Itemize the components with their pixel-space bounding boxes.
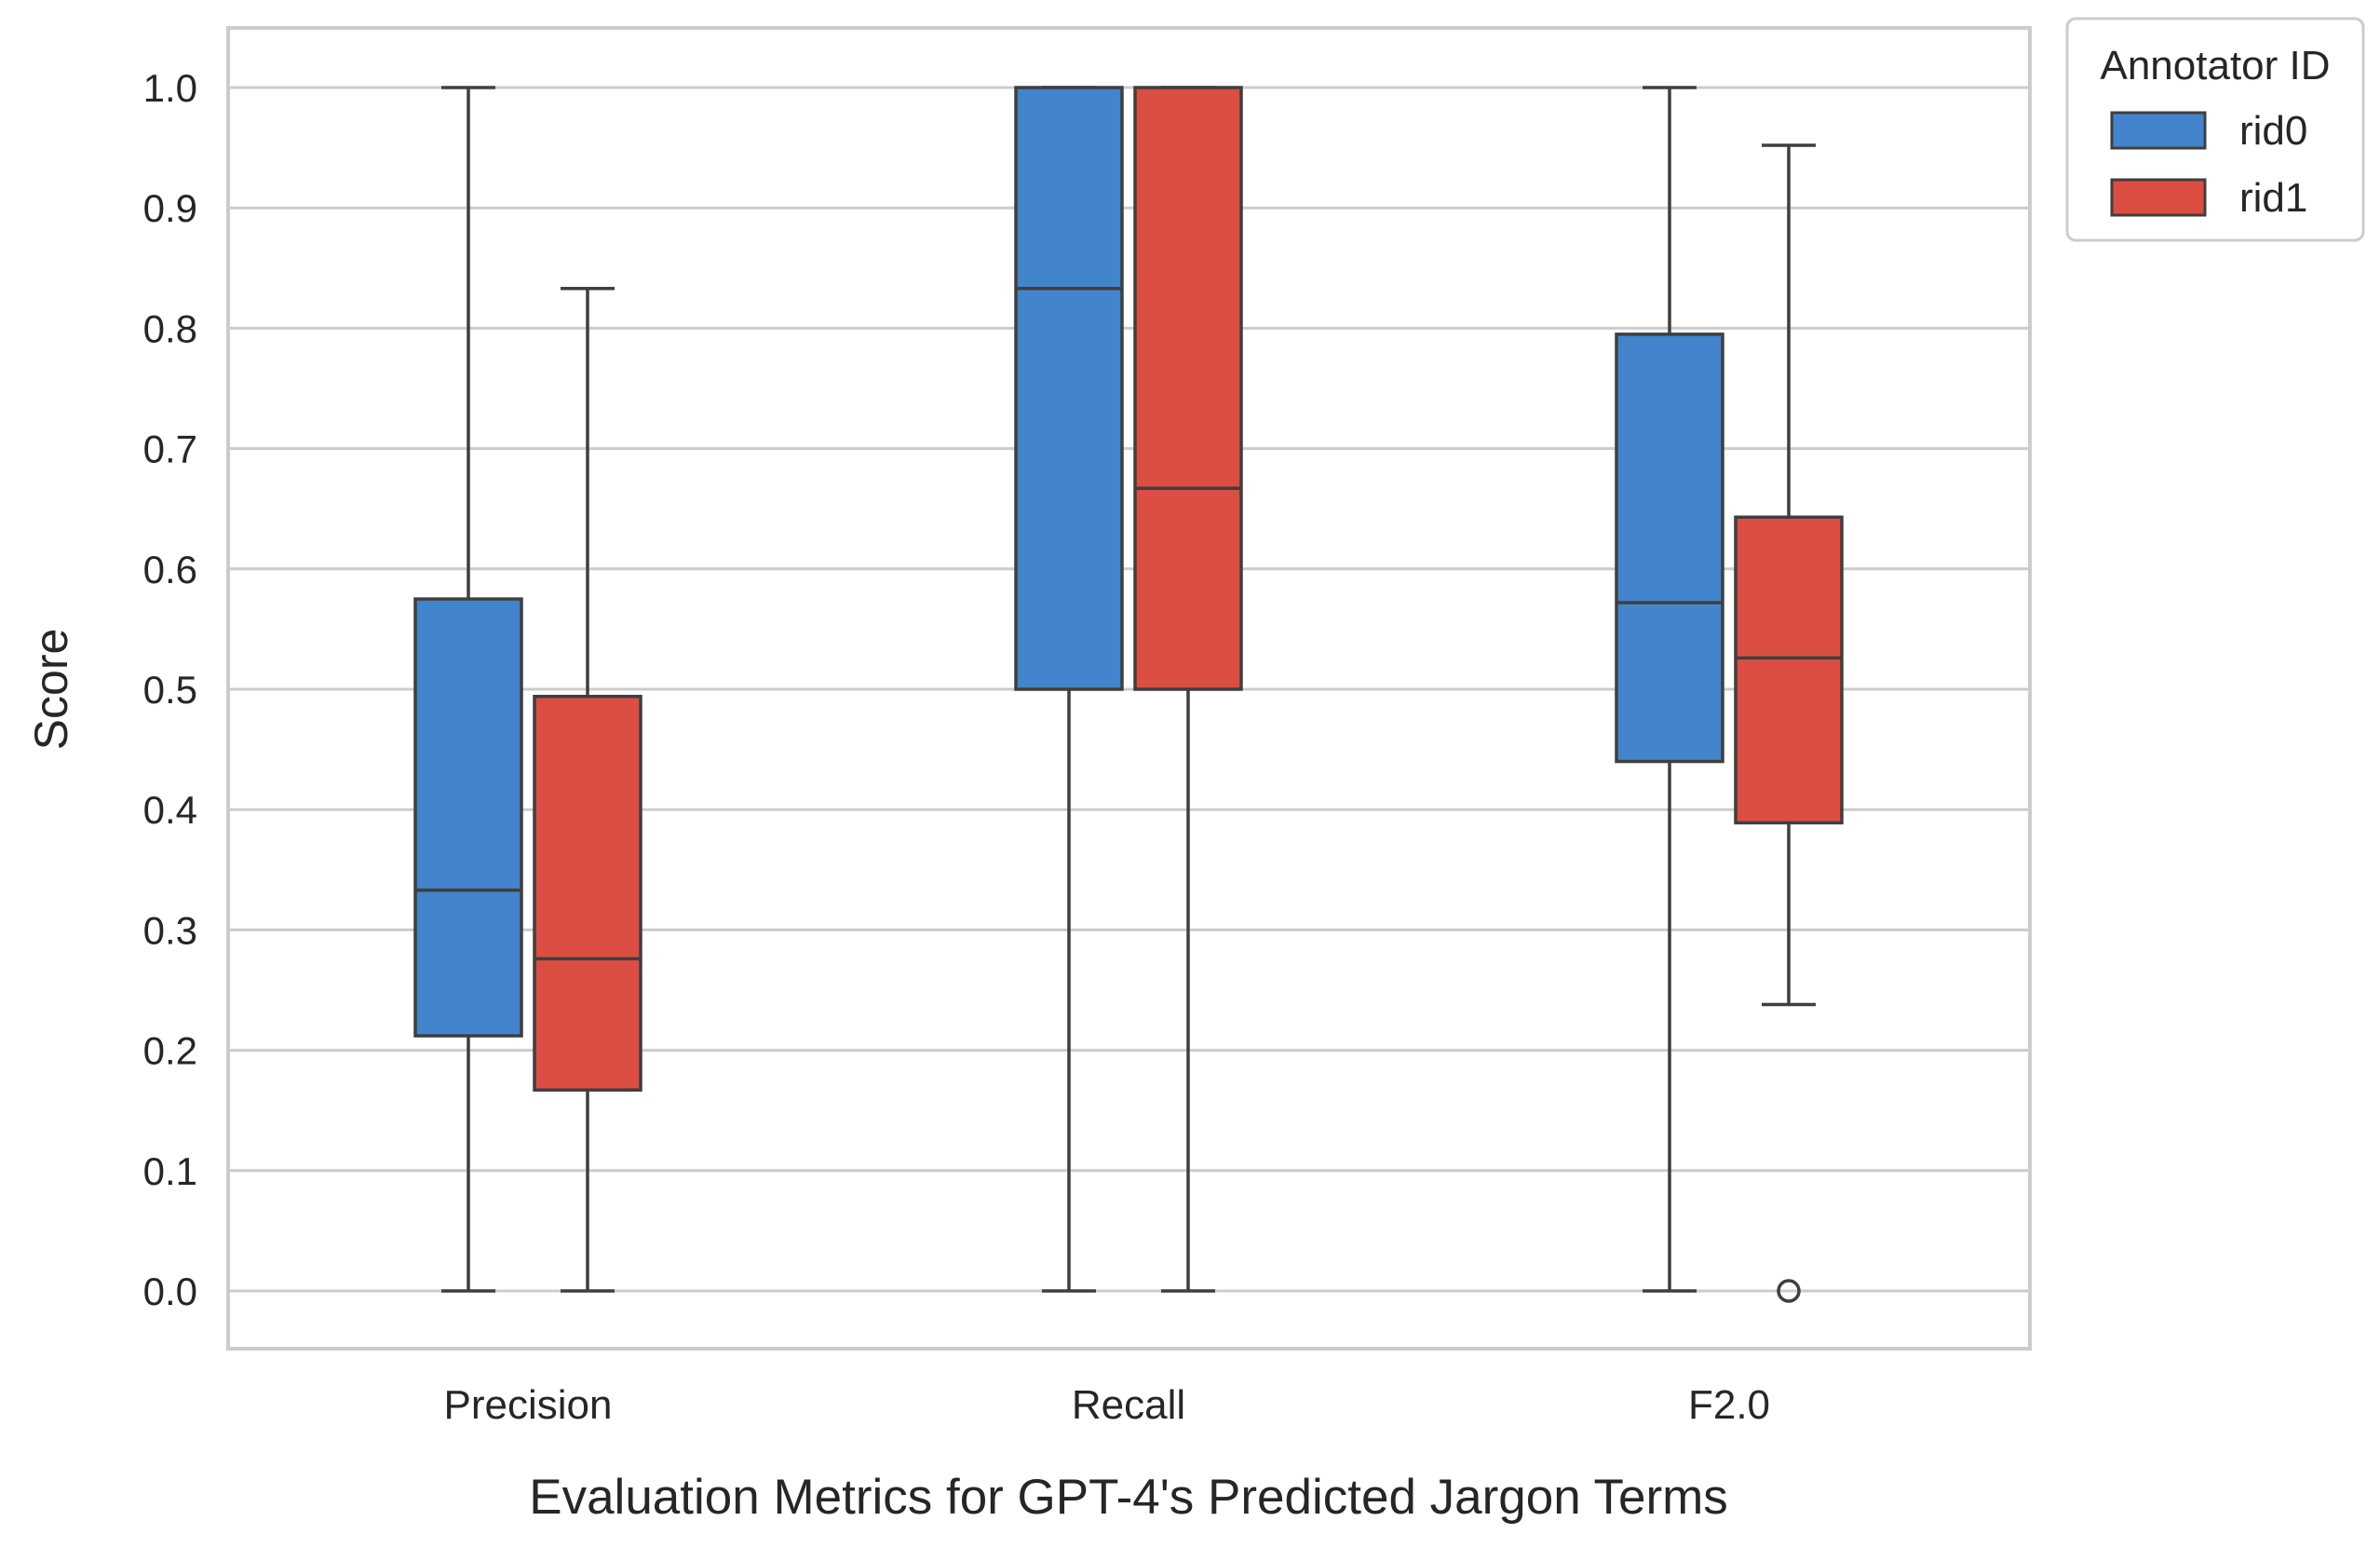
y-tick-label: 0.3 — [143, 908, 197, 952]
y-tick-label: 0.7 — [143, 428, 197, 471]
x-axis-label: Evaluation Metrics for GPT-4's Predicted… — [529, 1470, 1728, 1525]
box-rid1-2 — [1734, 515, 1844, 825]
legend-swatch-rid0 — [2110, 111, 2207, 150]
x-tick-label: Precision — [444, 1382, 613, 1428]
category-labels: Precision Recall F2.0 — [444, 1382, 1771, 1428]
legend-label-rid0: rid0 — [2239, 108, 2307, 154]
box-rid0-2 — [1615, 333, 1724, 764]
plot-frame — [226, 26, 2032, 1351]
box-rid1-0 — [533, 695, 642, 1092]
box-layer — [413, 86, 1844, 1303]
y-tick-label: 0.8 — [143, 306, 197, 350]
y-axis-label: Score — [25, 629, 77, 751]
y-tick-label: 0.6 — [143, 548, 197, 591]
x-tick-label: F2.0 — [1688, 1382, 1770, 1428]
y-tick-labels: 0.0 0.1 0.2 0.3 0.4 0.5 0.6 0.7 0.8 0.9 1.0 — [143, 66, 197, 1313]
box-rid0-1 — [1014, 86, 1124, 691]
x-tick-label: Recall — [1072, 1382, 1185, 1428]
y-tick-label: 0.0 — [143, 1270, 197, 1313]
box-rid1-1 — [1133, 86, 1243, 691]
y-tick-label: 1.0 — [143, 66, 197, 110]
y-tick-label: 0.4 — [143, 788, 197, 832]
y-tick-label: 0.2 — [143, 1029, 197, 1073]
box-rid0-0 — [413, 597, 523, 1038]
y-tick-label: 0.9 — [143, 186, 197, 230]
legend-swatch-rid1 — [2110, 178, 2207, 217]
legend-title: Annotator ID — [2100, 43, 2330, 88]
y-tick-label: 0.1 — [143, 1149, 197, 1193]
y-tick-label: 0.5 — [143, 668, 197, 712]
outlier-rid1-2-0 — [1777, 1279, 1801, 1303]
grid-layer — [228, 86, 2030, 1293]
legend-label-rid1: rid1 — [2239, 175, 2307, 221]
legend: Annotator ID rid0 rid1 — [2065, 17, 2365, 242]
